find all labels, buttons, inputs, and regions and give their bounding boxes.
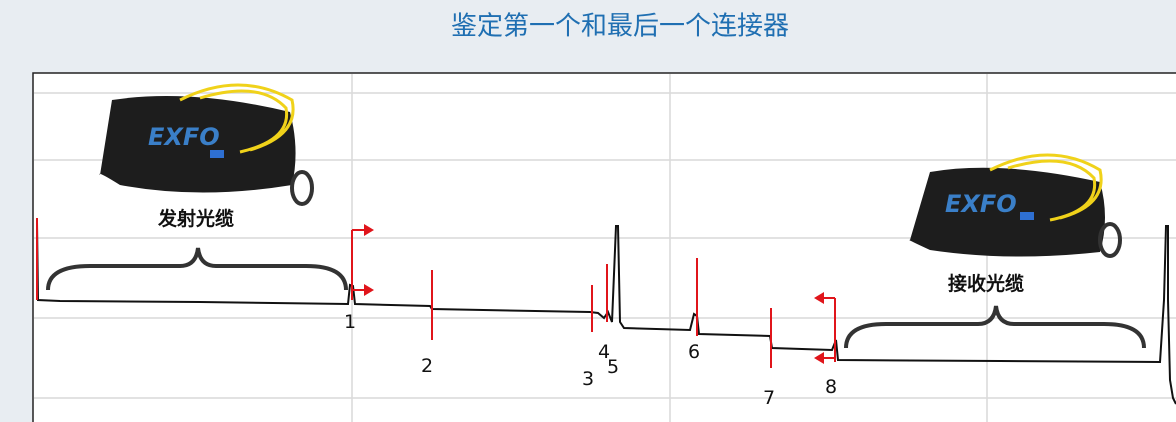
- event-markers: [36, 218, 836, 368]
- connector-label: 7: [763, 387, 775, 409]
- connector-label: 5: [607, 356, 619, 378]
- connector-label: 3: [582, 368, 594, 390]
- launch-cable-bag: EXFO: [99, 83, 314, 206]
- brand-logo: EXFO: [148, 123, 220, 151]
- connector-label: 6: [688, 341, 700, 363]
- receive-cable-bag: EXFO: [908, 153, 1122, 258]
- brand-logo: EXFO: [945, 190, 1017, 218]
- launch-brace: [46, 247, 348, 291]
- receive-cable-label: 接收光缆: [948, 272, 1024, 295]
- connector-label: 1: [344, 311, 356, 333]
- receive-brace: [844, 305, 1146, 349]
- connector-label: 4: [598, 341, 610, 363]
- launch-cable-label: 发射光缆: [157, 207, 234, 230]
- connector-label: 8: [825, 376, 837, 398]
- connector-label: 2: [421, 355, 433, 377]
- connector-labels: 1 2 3 4 5 6 7 8: [344, 311, 837, 409]
- title: 鉴定第一个和最后一个连接器: [451, 12, 789, 42]
